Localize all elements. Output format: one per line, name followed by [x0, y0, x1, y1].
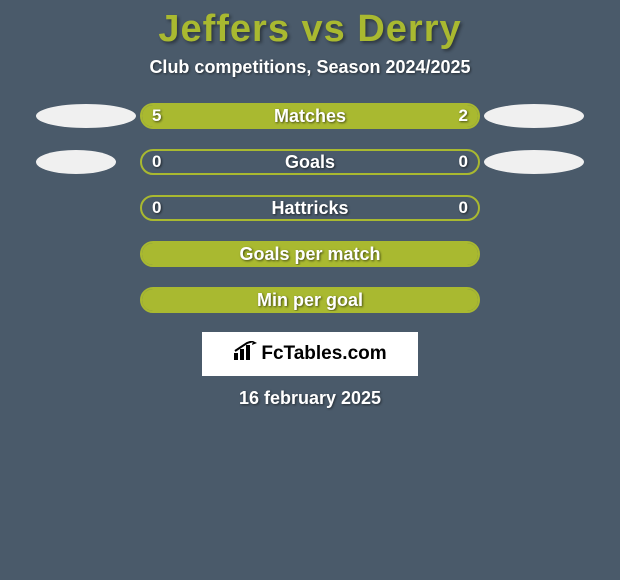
stats-list: 5 Matches 2 0 Goals 0 0 Hattricks 0 Goals per mat… — [0, 102, 620, 314]
stat-bar: Min per goal — [140, 287, 480, 313]
brand-logo: FcTables.com — [202, 332, 418, 376]
stat-row: Min per goal — [0, 286, 620, 314]
stat-value-left: 0 — [152, 152, 161, 172]
stat-value-left: 0 — [152, 198, 161, 218]
avatar-slot-left — [30, 148, 140, 176]
stat-value-right: 0 — [459, 198, 468, 218]
player-avatar-right — [484, 104, 584, 128]
stat-bar: 0 Goals 0 — [140, 149, 480, 175]
chart-icon — [233, 341, 257, 367]
date-label: 16 february 2025 — [0, 388, 620, 409]
avatar-slot-left — [30, 240, 140, 268]
avatar-slot-left — [30, 102, 140, 130]
player-avatar-right — [484, 150, 584, 174]
stat-value-right: 0 — [459, 152, 468, 172]
stat-label: Goals — [285, 152, 335, 173]
stat-bar: 0 Hattricks 0 — [140, 195, 480, 221]
avatar-slot-left — [30, 286, 140, 314]
avatar-slot-right — [480, 286, 590, 314]
player-avatar-left — [36, 150, 116, 174]
stat-bar: Goals per match — [140, 241, 480, 267]
stat-label: Min per goal — [257, 290, 363, 311]
stat-bar: 5 Matches 2 — [140, 103, 480, 129]
stat-row: 5 Matches 2 — [0, 102, 620, 130]
stat-row: 0 Hattricks 0 — [0, 194, 620, 222]
stat-value-right: 2 — [459, 106, 468, 126]
stat-label: Goals per match — [239, 244, 380, 265]
stat-value-left: 5 — [152, 106, 161, 126]
avatar-slot-right — [480, 148, 590, 176]
stat-label: Hattricks — [271, 198, 348, 219]
page-title: Jeffers vs Derry — [0, 8, 620, 51]
avatar-slot-left — [30, 194, 140, 222]
stat-label: Matches — [274, 106, 346, 127]
brand-text: FcTables.com — [261, 343, 386, 365]
stat-row: 0 Goals 0 — [0, 148, 620, 176]
avatar-slot-right — [480, 240, 590, 268]
player-avatar-left — [36, 104, 136, 128]
subtitle: Club competitions, Season 2024/2025 — [0, 57, 620, 78]
avatar-slot-right — [480, 194, 590, 222]
avatar-slot-right — [480, 102, 590, 130]
stat-row: Goals per match — [0, 240, 620, 268]
